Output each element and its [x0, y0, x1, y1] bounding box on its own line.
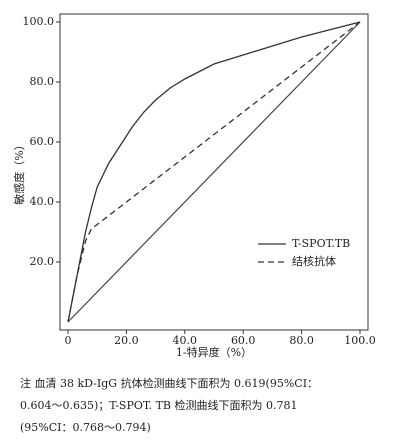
- reference-line: [67, 21, 361, 323]
- y-tick-label: 100.0: [23, 15, 55, 28]
- x-tick-label: 20.0: [114, 334, 139, 347]
- legend-label: 结核抗体: [292, 254, 336, 268]
- series-line: [67, 21, 361, 323]
- x-tick-label: 60.0: [231, 334, 256, 347]
- y-tick-label: 40.0: [30, 195, 55, 208]
- y-axis-label: 敏感度（%）: [12, 139, 26, 204]
- note-line: (95%CI：0.768～0.794): [20, 421, 151, 434]
- y-tick-label: 80.0: [30, 75, 55, 88]
- series-line: [67, 21, 361, 323]
- x-tick-label: 100.0: [344, 334, 376, 347]
- y-tick-label: 60.0: [30, 135, 55, 148]
- y-tick-label: 20.0: [30, 255, 55, 268]
- note-line: 注 血清 38 kD-IgG 抗体检测曲线下面积为 0.619(95%CI：: [20, 376, 318, 390]
- legend-label: T-SPOT.TB: [292, 237, 350, 250]
- x-tick-label: 40.0: [173, 334, 198, 347]
- x-tick-label: 0: [65, 334, 72, 347]
- note-line: 0.604～0.635)；T-SPOT. TB 检测曲线下面积为 0.781: [20, 398, 297, 412]
- x-axis-label: 1-特异度（%）: [176, 345, 252, 359]
- x-tick-label: 80.0: [289, 334, 314, 347]
- plot-frame: [59, 13, 369, 331]
